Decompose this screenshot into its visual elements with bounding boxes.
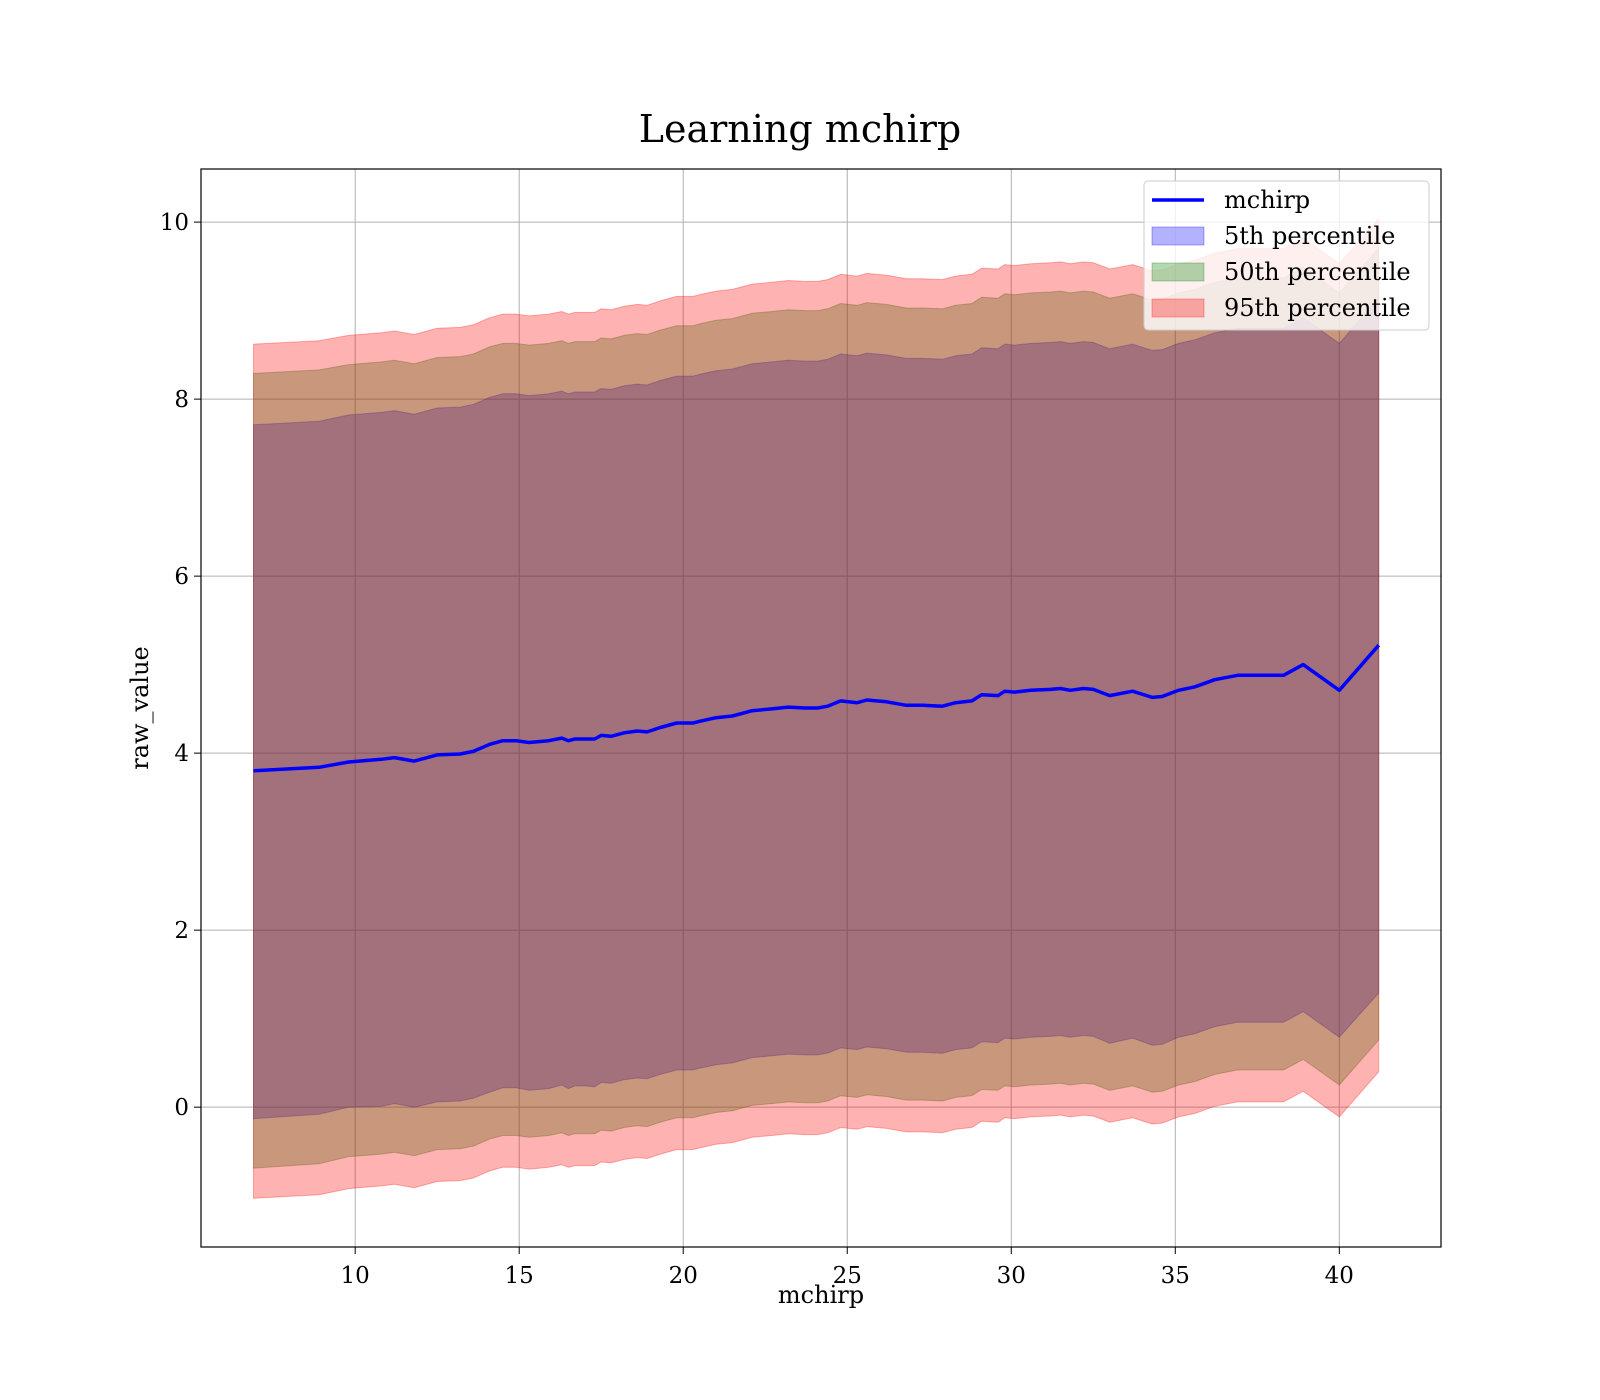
plot-frame: [200, 168, 1442, 1248]
legend-swatch-5th: [1151, 226, 1205, 246]
legend-label-95th: 95th percentile: [1224, 294, 1411, 322]
y-tick-label: 0: [174, 1095, 189, 1121]
y-tick-label: 10: [160, 210, 189, 236]
legend: mchirp 5th percentile 50th percentile 95…: [1143, 180, 1430, 331]
y-tick-label: 6: [174, 564, 189, 590]
y-axis-label: raw_value: [126, 646, 154, 770]
legend-label-5th: 5th percentile: [1224, 222, 1395, 250]
legend-swatch-95th: [1151, 298, 1205, 318]
series-line-mchirp: [253, 644, 1381, 773]
grid: [201, 169, 1441, 1247]
x-tick-label: 20: [669, 1263, 698, 1289]
x-axis-ticks: 10 15 20 25 30 35 40: [341, 1247, 1354, 1289]
x-tick-label: 25: [833, 1263, 862, 1289]
chart-title: Learning mchirp: [639, 107, 961, 151]
legend-swatch-50th: [1151, 262, 1205, 282]
y-tick-label: 8: [174, 387, 189, 413]
y-axis-ticks: 0 2 4 6 8 10: [160, 210, 201, 1121]
x-axis-label: mchirp: [778, 1281, 864, 1309]
x-tick-label: 40: [1325, 1263, 1354, 1289]
y-tick-label: 2: [174, 918, 189, 944]
series-lines: [253, 644, 1381, 773]
legend-label-line: mchirp: [1224, 186, 1310, 214]
x-tick-label: 15: [505, 1263, 534, 1289]
legend-label-50th: 50th percentile: [1224, 258, 1411, 286]
x-tick-label: 30: [997, 1263, 1026, 1289]
y-tick-label: 4: [174, 741, 189, 767]
x-tick-label: 10: [341, 1263, 370, 1289]
x-tick-label: 35: [1161, 1263, 1190, 1289]
legend-box: [1143, 180, 1430, 331]
